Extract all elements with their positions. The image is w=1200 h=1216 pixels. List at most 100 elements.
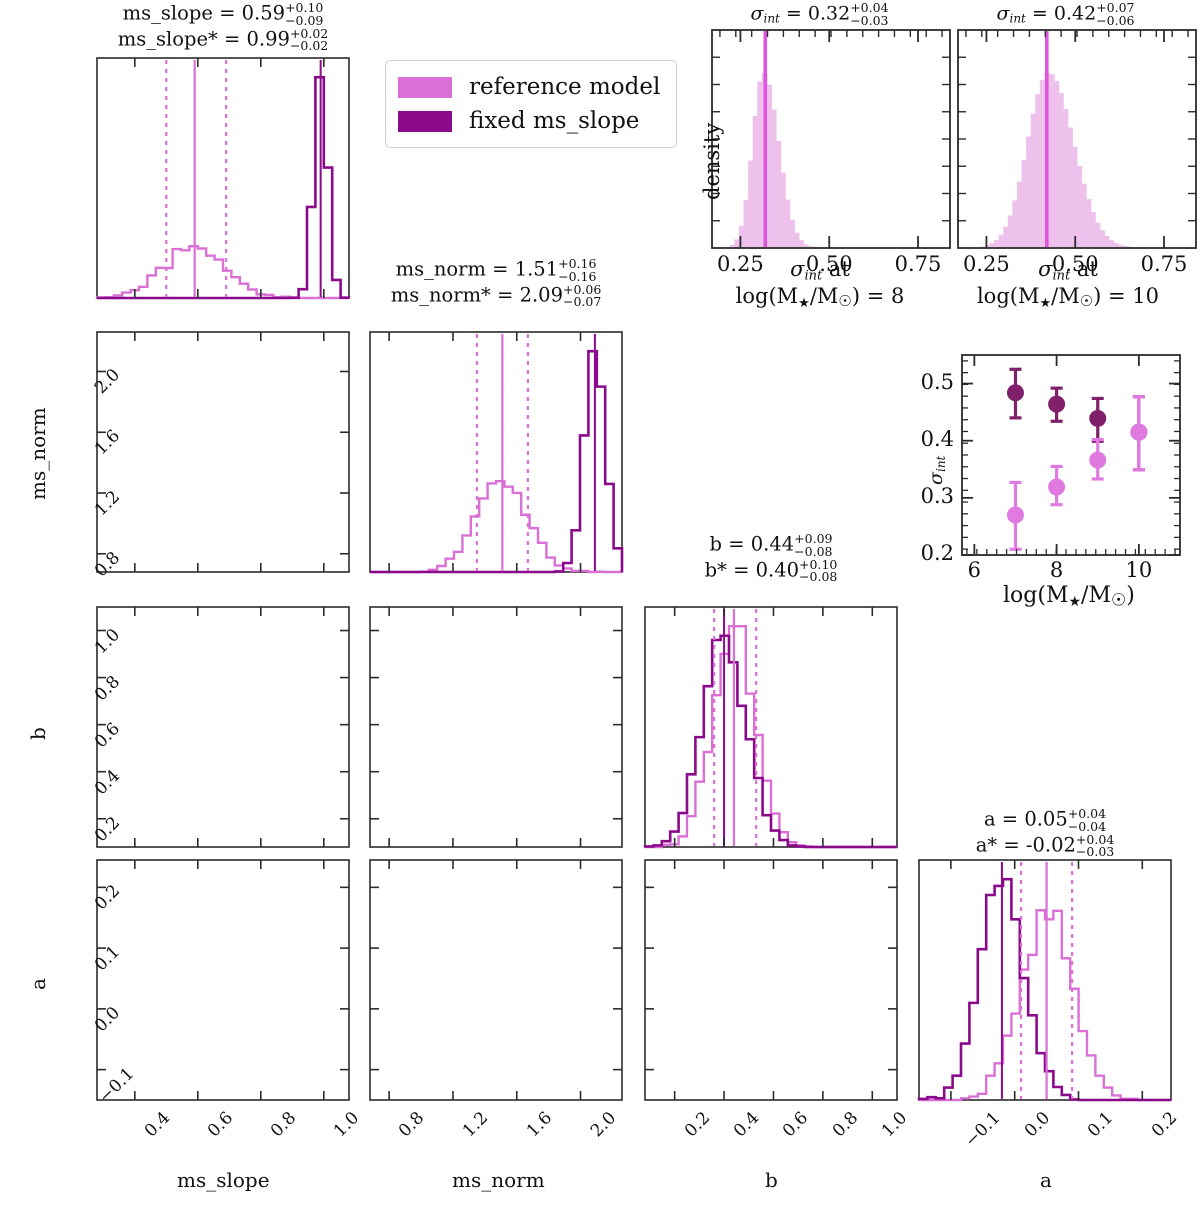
histogram-fixed-ms_slope — [97, 75, 351, 300]
data-point-reference-model-0 — [1006, 506, 1024, 524]
sigma-subscript: int — [1009, 11, 1026, 26]
sigma-minus: −0.03 — [850, 12, 889, 28]
panel-title-ms-norm: ms_norm = 1.51 +0.16 −0.16 ms_norm* = 2.09… — [390, 256, 602, 310]
corner-diagonal-b — [643, 606, 898, 849]
xaxis-label-ms-slope: ms_slope — [177, 1168, 270, 1192]
caption-mass-line: log(M★/M☉) = 8 — [735, 284, 905, 311]
sigma-x-tick-label: 0.25 — [963, 252, 1010, 276]
title-minus: −0.08 — [794, 543, 833, 559]
xaxis-label-b: b — [765, 1168, 778, 1192]
title-minus: −0.09 — [285, 12, 324, 28]
caption-sigma-sub: int — [1052, 268, 1071, 284]
sigma-symbol: σ — [750, 2, 764, 25]
sigma-value: 0.32 — [807, 2, 851, 25]
title-param-name: a — [983, 807, 996, 831]
title-plus: +0.04 — [1067, 806, 1107, 821]
title-minus-star: −0.02 — [289, 38, 329, 54]
yaxis-label-b: b — [26, 727, 50, 740]
legend-item-fixed-ms-slope: fixed ms_slope — [398, 104, 660, 138]
title-param-name: ms_norm — [395, 257, 486, 281]
xaxis-label-ms-norm: ms_norm — [452, 1168, 545, 1192]
sigma-x-tick-label: 0.50 — [805, 252, 853, 276]
title-param-name: ms_slope — [122, 1, 213, 25]
title-param-name-star: b* — [704, 558, 727, 581]
data-point-reference-model-2 — [1089, 451, 1107, 469]
caption-sigma-symbol: σ — [1038, 257, 1053, 281]
title-value: 0.05 — [1024, 807, 1068, 831]
corner-diagonal-a — [917, 859, 1172, 1102]
yaxis-label-a: a — [26, 978, 50, 990]
panel-frame-ms_slope-a — [96, 859, 350, 1101]
caption-sigma-symbol: σ — [790, 257, 805, 281]
data-point-fixed-ms-slope-1 — [1048, 395, 1066, 413]
sigma-panel-content — [975, 31, 1133, 247]
sigma-panel-2-title: σint = 0.42 +0.07 −0.06 — [996, 0, 1135, 28]
panel-frame-ms_norm-a — [369, 859, 623, 1101]
chart-y-tick-label: 0.3 — [920, 483, 954, 508]
sigma-value: 0.42 — [1053, 2, 1097, 25]
title-value-star: 2.09 — [519, 283, 563, 306]
sigma-mass-xaxis-label: log(M★/M☉) — [1003, 583, 1135, 611]
sigma-panel-ylabel-density: density — [700, 122, 724, 200]
data-point-fixed-ms-slope-0 — [1006, 384, 1024, 402]
sigma-density-panel-1 — [711, 29, 951, 249]
sigma-panel-1-caption: σint at log(M★/M☉) = 8 — [700, 257, 940, 312]
chart-x-tick-label: 8 — [1049, 558, 1064, 582]
sigma-vs-mass-panel — [961, 354, 1181, 556]
sigma-histogram-1 — [725, 73, 814, 247]
panel-frame-ms_norm-b — [369, 606, 623, 848]
legend-swatch-fixed-ms-slope — [398, 110, 452, 132]
title-minus: −0.16 — [558, 268, 597, 284]
chart-bg — [962, 355, 1180, 555]
yaxis-label-ms-norm: ms_norm — [26, 407, 50, 500]
legend-label-reference-model: reference model — [469, 74, 661, 100]
title-plus: +0.16 — [558, 256, 597, 271]
legend-swatch-reference-model — [398, 76, 452, 98]
title-plus-star: +0.06 — [562, 281, 602, 297]
title-minus: −0.04 — [1067, 818, 1107, 834]
corner-panel-b-vs-a — [644, 859, 898, 1101]
chart-x-tick-label: 10 — [1125, 558, 1153, 582]
corner-diagonal-ms_slope — [95, 57, 351, 300]
title-value-star: 0.40 — [755, 558, 800, 581]
caption-sigma-sub: int — [804, 268, 823, 284]
panel-frame-diag-ms_norm — [369, 331, 623, 573]
panel-frame-ms_slope-b — [96, 606, 350, 848]
panel-frame-ms_slope-ms_norm — [96, 331, 350, 573]
legend-label-fixed-ms-slope: fixed ms_slope — [469, 108, 640, 134]
histogram-reference-ms_norm — [370, 480, 622, 574]
data-point-reference-model-1 — [1048, 478, 1066, 496]
sigma-x-tick-label: 0.50 — [1051, 252, 1099, 276]
title-param-name: b — [709, 532, 722, 556]
sigma-subscript: int — [763, 11, 780, 26]
panel-title-b: b = 0.44 +0.09 −0.08 b* = 0.40 +0.10 −0.08 — [704, 531, 838, 585]
sigma-density-panel-2 — [957, 29, 1197, 249]
chart-y-tick-label: 0.5 — [920, 369, 954, 394]
sigma-symbol: σ — [996, 2, 1010, 25]
title-minus-star: −0.03 — [1075, 844, 1115, 860]
sigma-x-tick-label: 0.75 — [894, 252, 942, 276]
sigma-histogram-2 — [975, 73, 1133, 247]
histogram-reference-a — [919, 909, 1171, 1102]
caption-mass-line: log(M★/M☉) = 10 — [976, 284, 1160, 311]
title-param-name-star: a* — [975, 833, 998, 856]
sigma-panel-1-title: σint = 0.32 +0.04 −0.03 — [750, 0, 889, 28]
title-minus-star: −0.07 — [562, 294, 602, 310]
title-plus-star: +0.04 — [1075, 831, 1115, 847]
title-value: 0.44 — [750, 532, 795, 556]
chart-y-tick-label: 0.4 — [920, 426, 954, 451]
title-value: 0.59 — [241, 1, 286, 25]
corner-panel-ms_slope-vs-ms_norm — [96, 331, 350, 573]
sigma-x-tick-label: 0.75 — [1140, 252, 1188, 276]
chart-x-tick-label: 6 — [967, 558, 982, 582]
chart-y-tick-label: 0.2 — [920, 541, 954, 565]
data-point-reference-model-3 — [1130, 423, 1148, 441]
sigma-panel-2-caption: σint at log(M★/M☉) = 10 — [948, 257, 1188, 312]
title-plus-star: +0.10 — [799, 556, 838, 572]
histogram-fixed-ms_norm — [370, 349, 624, 574]
corner-panel-ms_slope-vs-a — [96, 859, 350, 1101]
panel-title-a: a = 0.05 +0.04 −0.04 a* = -0.02 +0.04 −0.03 — [975, 806, 1115, 860]
title-value-star: 0.99 — [246, 27, 290, 50]
